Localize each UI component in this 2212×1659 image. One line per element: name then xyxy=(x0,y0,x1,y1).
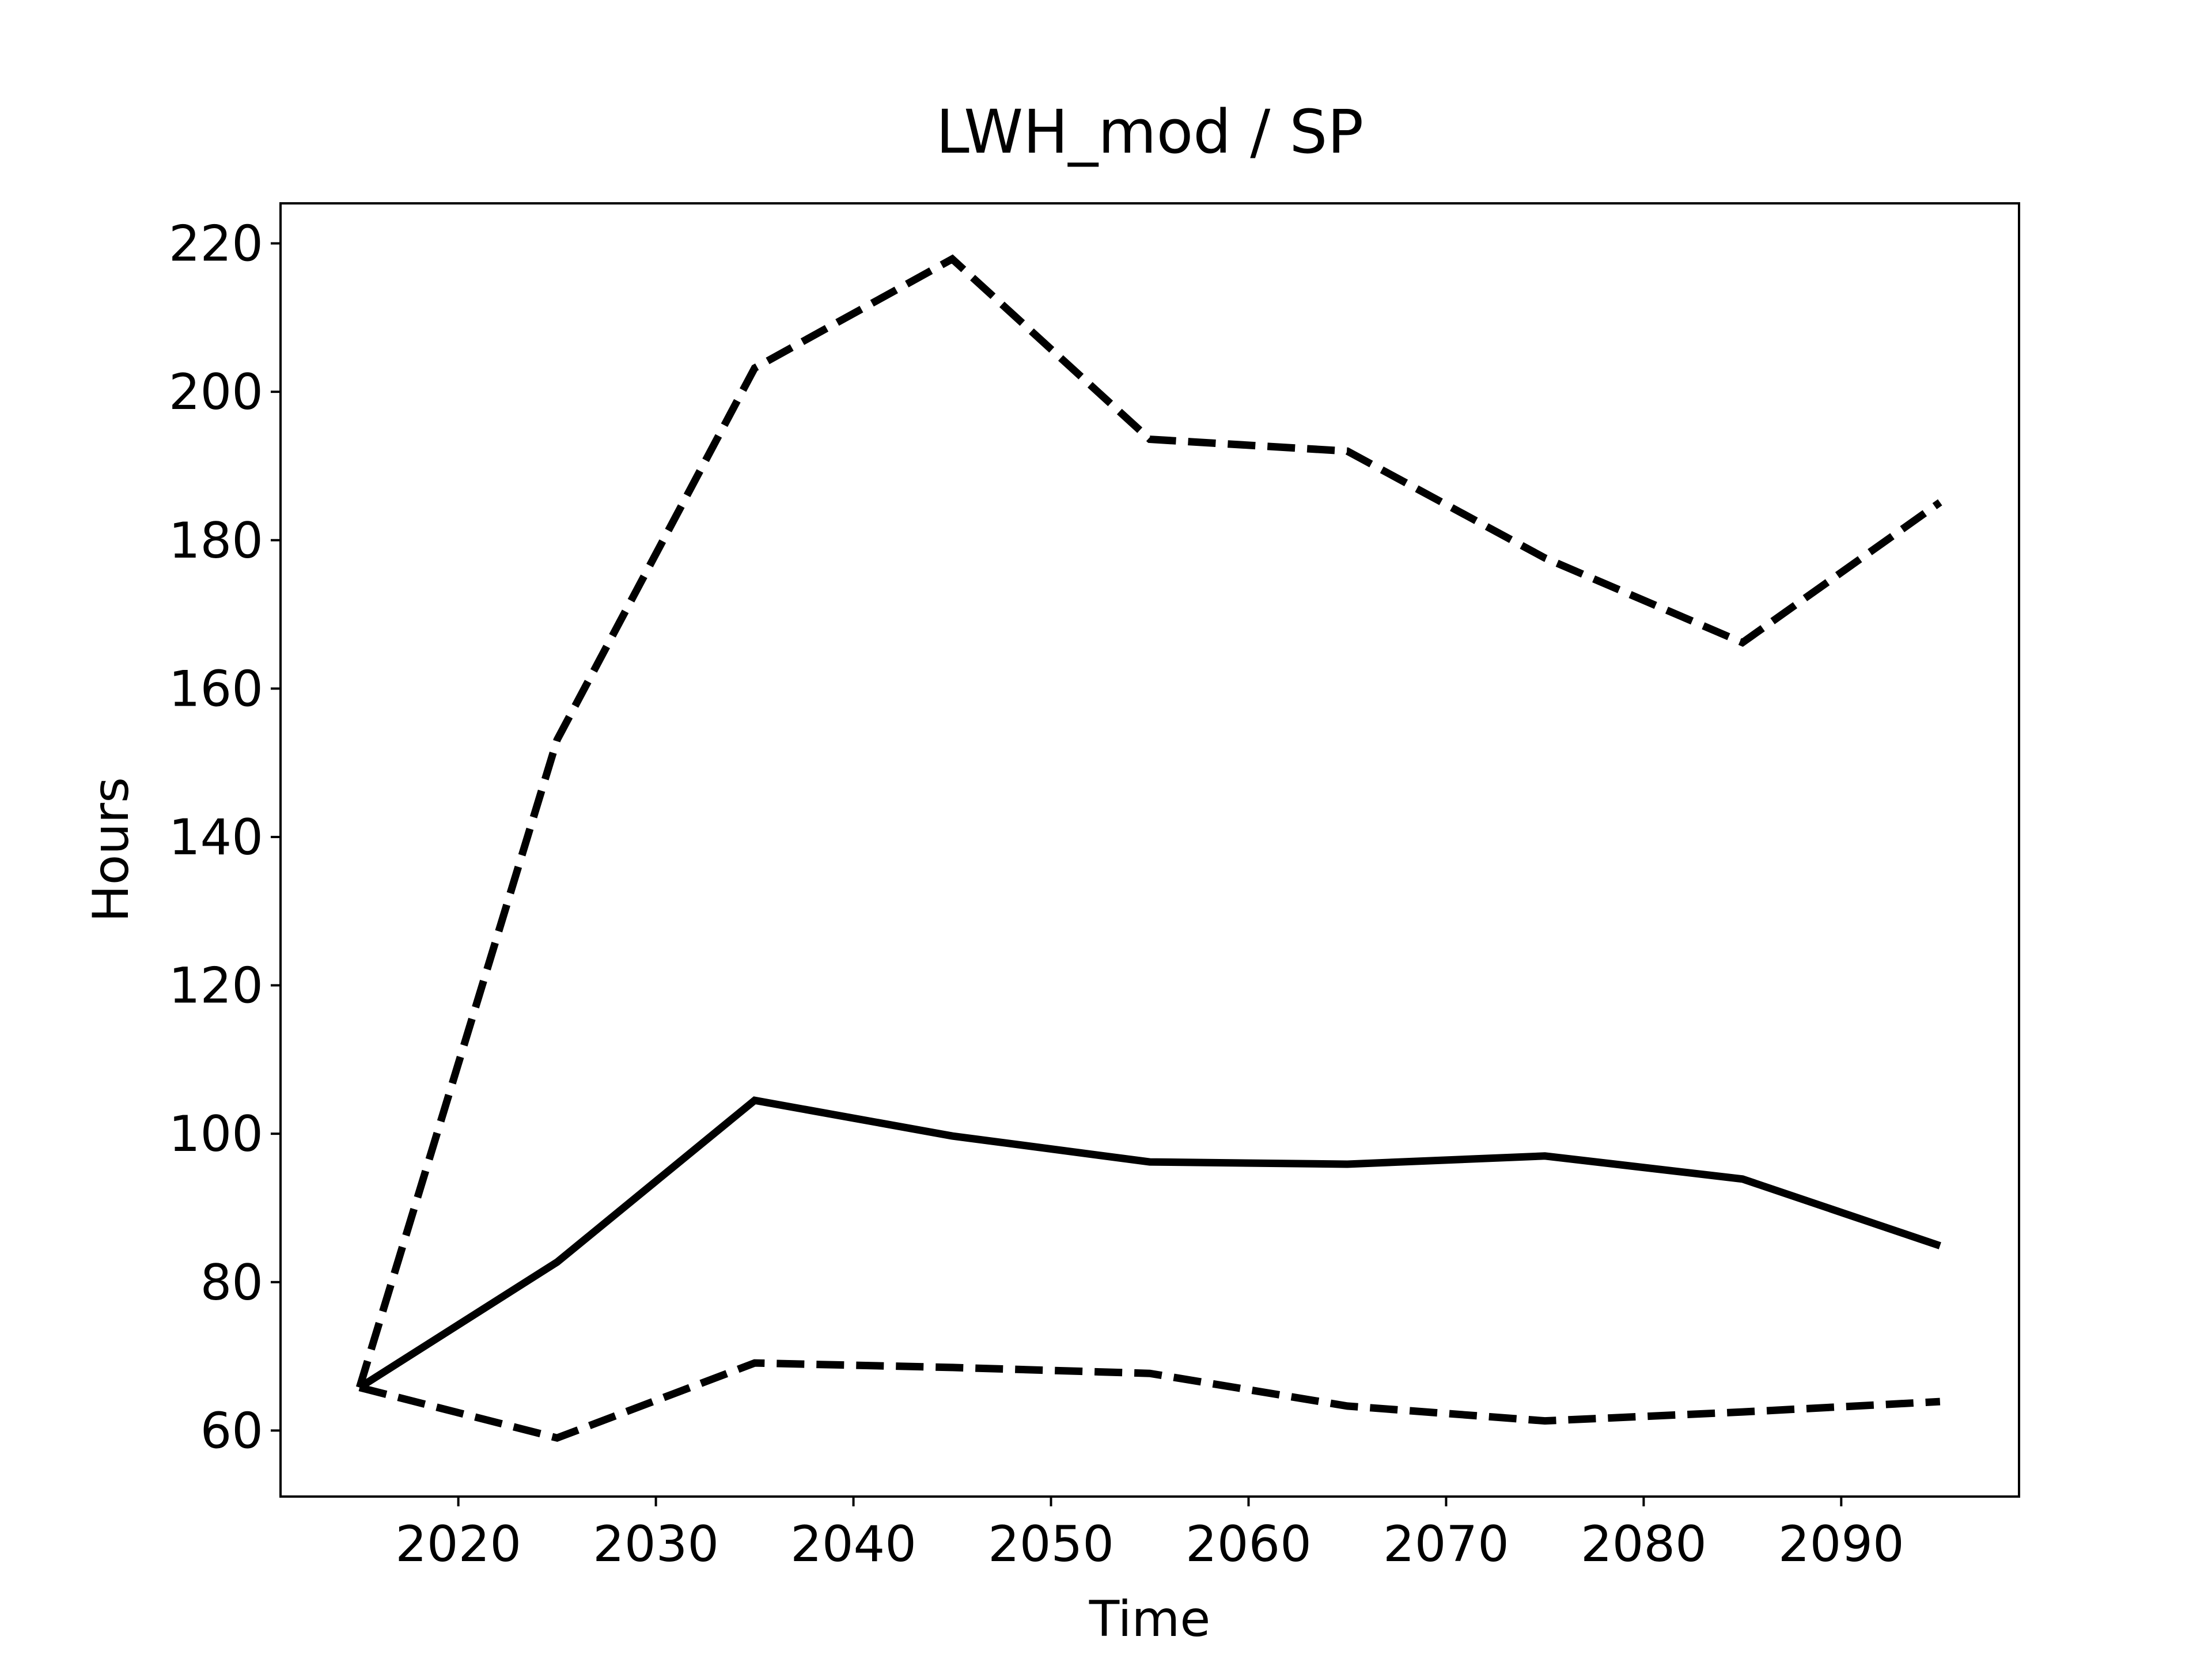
x-tick-label: 2020 xyxy=(395,1516,521,1573)
x-tick-label: 2090 xyxy=(1778,1516,1904,1573)
y-tick-label: 160 xyxy=(169,660,263,718)
y-axis-label: Hours xyxy=(82,777,140,922)
chart-title: LWH_mod / SP xyxy=(936,97,1363,167)
y-tick-label: 220 xyxy=(169,215,263,273)
data-line xyxy=(358,1359,1941,1442)
x-tick-label: 2040 xyxy=(790,1516,916,1573)
y-tick-label: 200 xyxy=(169,363,263,421)
y-tick-label: 140 xyxy=(169,809,263,866)
plot-frame xyxy=(279,202,2020,1498)
x-tick-label: 2070 xyxy=(1383,1516,1509,1573)
y-tick-label: 80 xyxy=(200,1254,263,1312)
y-tick-label: 120 xyxy=(169,957,263,1015)
x-tick-label: 2060 xyxy=(1185,1516,1312,1573)
y-tick-label: 100 xyxy=(169,1105,263,1163)
y-tick-label: 60 xyxy=(200,1402,263,1460)
x-tick-label: 2050 xyxy=(988,1516,1114,1573)
data-line xyxy=(355,254,1942,1389)
x-tick-label: 2080 xyxy=(1581,1516,1707,1573)
data-line xyxy=(357,1096,1941,1391)
x-axis-label: Time xyxy=(1089,1590,1210,1648)
x-tick-label: 2030 xyxy=(593,1516,719,1573)
y-tick-label: 180 xyxy=(169,512,263,570)
